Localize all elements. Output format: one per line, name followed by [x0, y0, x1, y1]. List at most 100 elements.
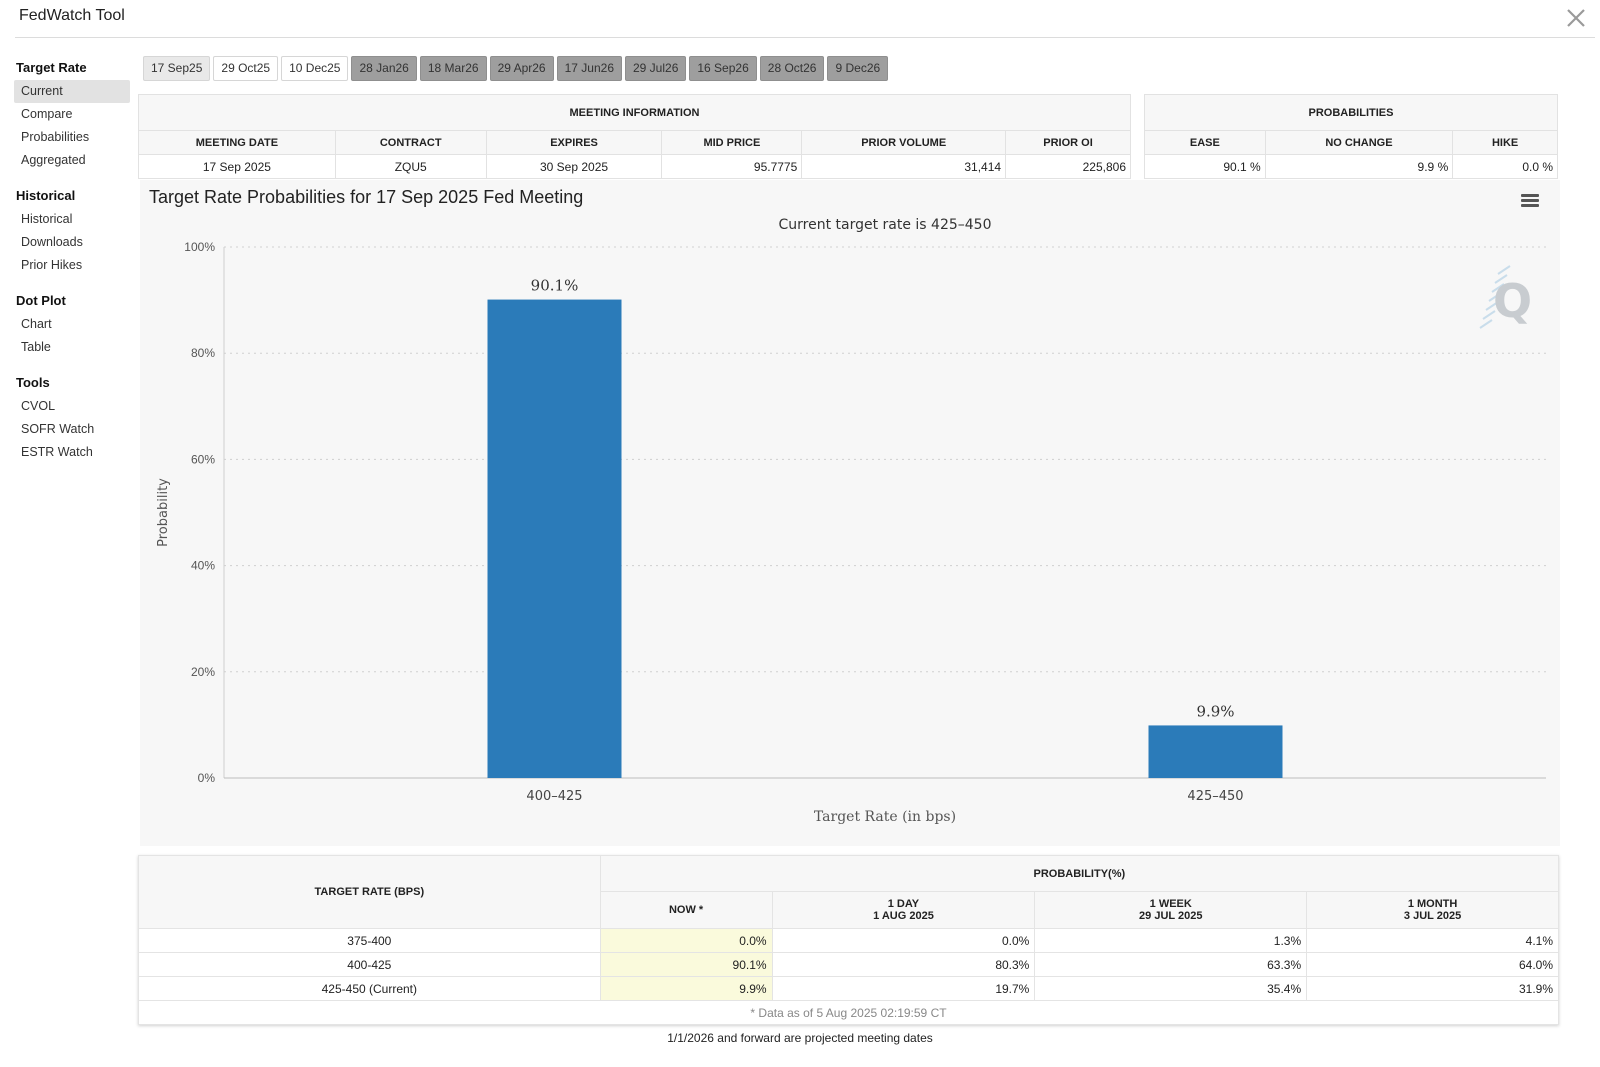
app-title: FedWatch Tool [19, 7, 125, 24]
y-tick-label: 40% [191, 559, 215, 573]
tab-meeting[interactable]: 10 Dec25 [281, 56, 349, 81]
nav-section-target-rate: Target Rate Current Compare Probabilitie… [14, 56, 130, 172]
tab-meeting[interactable]: 16 Sep26 [689, 56, 757, 81]
week-cell: 1.3% [1034, 928, 1308, 953]
bar-chart: 0% 20% 40% 60% 80% 100% 90.1% 400–425 9.9% 425–45… [156, 217, 1546, 825]
nav-heading: Target Rate [16, 60, 87, 75]
col-header: MID PRICE [661, 130, 803, 155]
tab-meeting[interactable]: 29 Apr26 [489, 56, 554, 81]
nav-item-aggregated[interactable]: Aggregated [21, 153, 86, 167]
meeting-tabs: 17 Sep25 29 Oct25 10 Dec25 28 Jan26 18 M… [143, 56, 889, 82]
col-header-line: 1 MONTH [1407, 898, 1458, 910]
no-change-cell: 9.9 % [1264, 154, 1454, 179]
tab-meeting[interactable]: 28 Jan26 [351, 56, 417, 81]
probabilities-table: PROBABILITIES EASE NO CHANGE HIKE 90.1 %… [1144, 94, 1558, 179]
now-cell: 0.0% [599, 928, 773, 953]
prior-oi-cell: 225,806 [1005, 154, 1131, 179]
nav-item-downloads[interactable]: Downloads [21, 235, 83, 249]
x-tick-label: 400–425 [526, 789, 582, 804]
col-header-line: 3 JUL 2025 [1403, 910, 1462, 922]
meeting-info-table: MEETING INFORMATION MEETING DATE CONTRAC… [138, 94, 1131, 179]
col-header-line: 1 WEEK [1149, 898, 1192, 910]
col-header: PRIOR OI [1005, 130, 1131, 155]
day-cell: 19.7% [771, 976, 1036, 1001]
nav-item-compare[interactable]: Compare [21, 107, 73, 121]
data-note: * Data as of 5 Aug 2025 02:19:59 CT [138, 1000, 1559, 1025]
chart-panel: 0% 20% 40% 60% 80% 100% 90.1% 400–425 9.9% 425–45… [140, 180, 1560, 846]
now-cell: 9.9% [599, 976, 773, 1001]
tab-meeting[interactable]: 17 Sep25 [143, 56, 211, 81]
tab-meeting[interactable]: 28 Oct26 [759, 56, 825, 81]
nav-item-historical[interactable]: Historical [21, 212, 73, 226]
y-tick-label: 20% [191, 665, 215, 679]
nav-item-sofr-watch[interactable]: SOFR Watch [21, 422, 95, 436]
table-row: 375-400 0.0% 0.0% 1.3% 4.1% [138, 928, 1559, 953]
close-x-icon[interactable] [1562, 4, 1590, 32]
nav-heading: Tools [16, 375, 50, 390]
nav-item-probabilities[interactable]: Probabilities [21, 130, 90, 144]
ease-cell: 90.1 % [1144, 154, 1266, 179]
col-header-line: 29 JUL 2025 [1139, 910, 1203, 922]
nav-item-table[interactable]: Table [21, 340, 51, 354]
col-header: PRIOR VOLUME [801, 130, 1007, 155]
y-tick-label: 60% [191, 452, 215, 466]
nav-section-dot-plot: Dot Plot Chart Table [14, 289, 130, 359]
target-rate-header: TARGET RATE (BPS) [138, 855, 601, 929]
rate-cell: 425-450 (Current) [138, 976, 601, 1001]
col-header-line: 1 AUG 2025 [873, 910, 934, 922]
nav-item-estr-watch[interactable]: ESTR Watch [21, 445, 93, 459]
table-row: 90.1 % 9.9 % 0.0 % [1144, 154, 1558, 179]
chart-title: Target Rate Probabilities for 17 Sep 202… [149, 187, 584, 207]
tab-meeting[interactable]: 9 Dec26 [827, 56, 889, 81]
col-header: HIKE [1452, 130, 1558, 155]
week-cell: 35.4% [1034, 976, 1308, 1001]
nav-heading: Historical [16, 188, 76, 203]
prior-volume-cell: 31,414 [801, 154, 1007, 179]
col-header: NO CHANGE [1264, 130, 1454, 155]
hamburger-menu-icon[interactable] [1521, 194, 1539, 208]
contract-cell: ZQU5 [334, 154, 487, 179]
sidebar: Target Rate Current Compare Probabilitie… [14, 56, 130, 464]
nav-item-cvol[interactable]: CVOL [21, 399, 56, 413]
now-cell: 90.1% [599, 952, 773, 977]
tab-meeting[interactable]: 29 Oct25 [213, 56, 279, 81]
meeting-date-cell: 17 Sep 2025 [138, 154, 336, 179]
hike-cell: 0.0 % [1452, 154, 1558, 179]
nav-section-tools: Tools CVOL SOFR Watch ESTR Watch [14, 371, 130, 464]
col-header: MEETING DATE [138, 130, 336, 155]
y-axis-title: Probability [156, 478, 171, 547]
nav-heading: Dot Plot [16, 293, 66, 308]
x-tick-label: 425–450 [1187, 789, 1243, 804]
meeting-info-heading: MEETING INFORMATION [138, 94, 1131, 131]
col-header: EXPIRES [485, 130, 663, 155]
nav-item-current[interactable]: Current [14, 80, 130, 103]
table-row: 425-450 (Current) 9.9% 19.7% 35.4% 31.9% [138, 976, 1559, 1001]
col-header-now: NOW * [599, 891, 773, 929]
projected-dates-footnote: 1/1/2026 and forward are projected meeti… [667, 1031, 933, 1045]
table-row: 400-425 90.1% 80.3% 63.3% 64.0% [138, 952, 1559, 977]
chart-subtitle: Current target rate is 425–450 [778, 217, 991, 233]
tab-meeting[interactable]: 29 Jul26 [625, 56, 687, 81]
mid-price-cell: 95.7775 [661, 154, 803, 179]
day-cell: 80.3% [771, 952, 1036, 977]
rate-cell: 400-425 [138, 952, 601, 977]
data-note-row: * Data as of 5 Aug 2025 02:19:59 CT [138, 1000, 1559, 1025]
col-header-1-week: 1 WEEK 29 JUL 2025 [1034, 891, 1308, 929]
x-axis-title: Target Rate (in bps) [814, 809, 956, 825]
rate-cell: 375-400 [138, 928, 601, 953]
col-header-1-month: 1 MONTH 3 JUL 2025 [1306, 891, 1559, 929]
nav-item-prior-hikes[interactable]: Prior Hikes [21, 258, 83, 272]
table-row: 17 Sep 2025 ZQU5 30 Sep 2025 95.7775 31,… [138, 154, 1131, 179]
month-cell: 4.1% [1306, 928, 1559, 953]
title-divider [15, 37, 1595, 38]
col-header: CONTRACT [334, 130, 487, 155]
bar [487, 299, 622, 778]
month-cell: 64.0% [1306, 952, 1559, 977]
col-header-line: 1 DAY [887, 898, 920, 910]
tab-meeting[interactable]: 17 Jun26 [556, 56, 622, 81]
nav-item-chart[interactable]: Chart [21, 317, 52, 331]
y-tick-label: 100% [184, 240, 215, 254]
tab-meeting[interactable]: 18 Mar26 [419, 56, 487, 81]
probability-header: PROBABILITY(%) [599, 855, 1560, 892]
month-cell: 31.9% [1306, 976, 1559, 1001]
